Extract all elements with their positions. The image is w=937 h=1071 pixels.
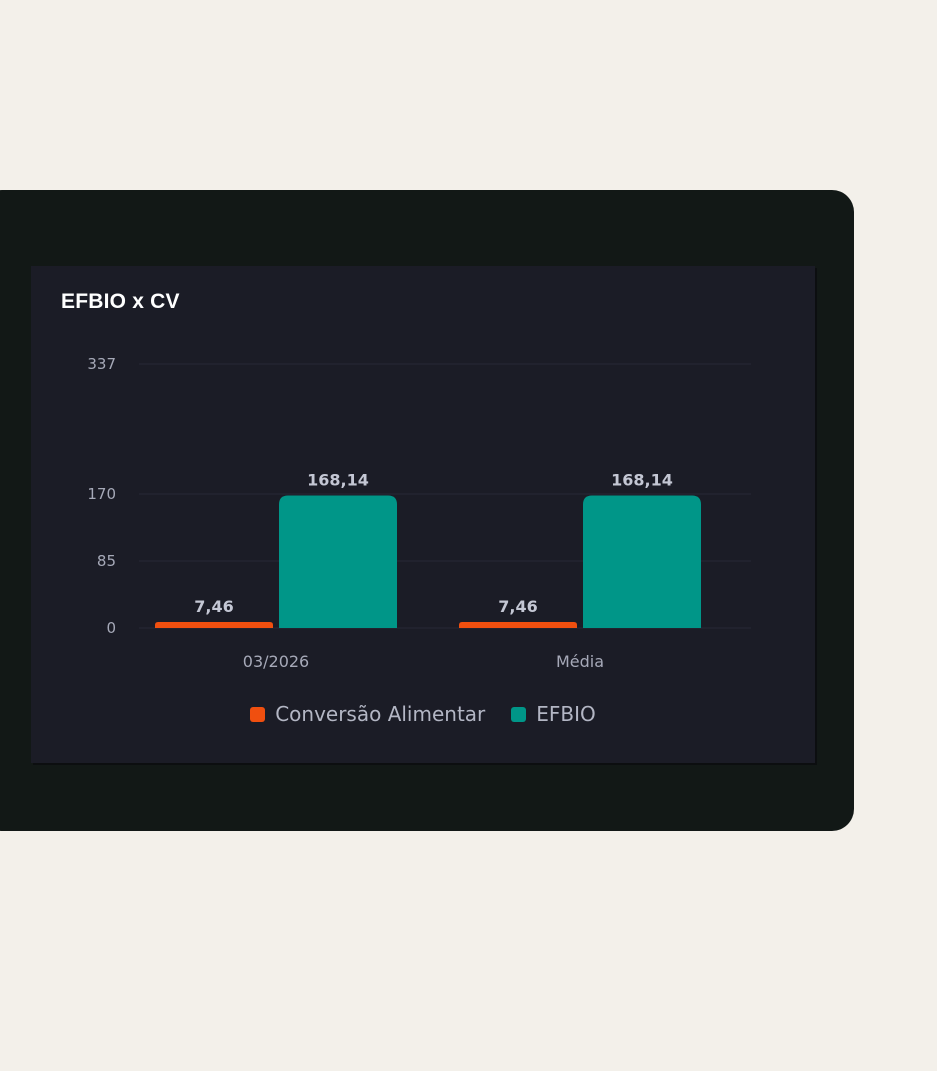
legend-item-conversao-alimentar[interactable]: Conversão Alimentar (250, 702, 485, 726)
bar-conversao-alimentar-0 (155, 622, 273, 628)
y-tick-label: 337 (87, 355, 116, 373)
legend-item-efbio[interactable]: EFBIO (511, 702, 596, 726)
data-label: 168,14 (307, 470, 369, 489)
bar-efbio-1 (583, 495, 701, 628)
y-tick-label: 85 (97, 552, 116, 570)
bar-efbio-0 (279, 495, 397, 628)
chart-plot: 0 85 170 337 7,46 168,14 03/2026 7,46 168,14 Médi… (87, 355, 751, 671)
data-label: 7,46 (498, 597, 537, 616)
chart-card: EFBIO x CV 0 85 170 337 7,46 168,14 03/2026 7,4… (31, 266, 815, 763)
legend-label-efbio: EFBIO (536, 702, 596, 726)
x-tick-label: 03/2026 (243, 652, 309, 671)
bar-conversao-alimentar-1 (459, 622, 577, 628)
y-tick-label: 0 (106, 619, 116, 637)
chart-title: EFBIO x CV (61, 290, 180, 313)
legend-swatch-conversao-alimentar (250, 706, 266, 722)
data-label: 7,46 (194, 597, 233, 616)
data-label: 168,14 (611, 470, 673, 489)
x-tick-label: Média (556, 652, 604, 671)
legend-swatch-efbio (511, 706, 527, 722)
chart-legend: Conversão Alimentar EFBIO (31, 702, 815, 726)
y-tick-label: 170 (87, 485, 116, 503)
legend-label-conversao-alimentar: Conversão Alimentar (275, 702, 486, 726)
